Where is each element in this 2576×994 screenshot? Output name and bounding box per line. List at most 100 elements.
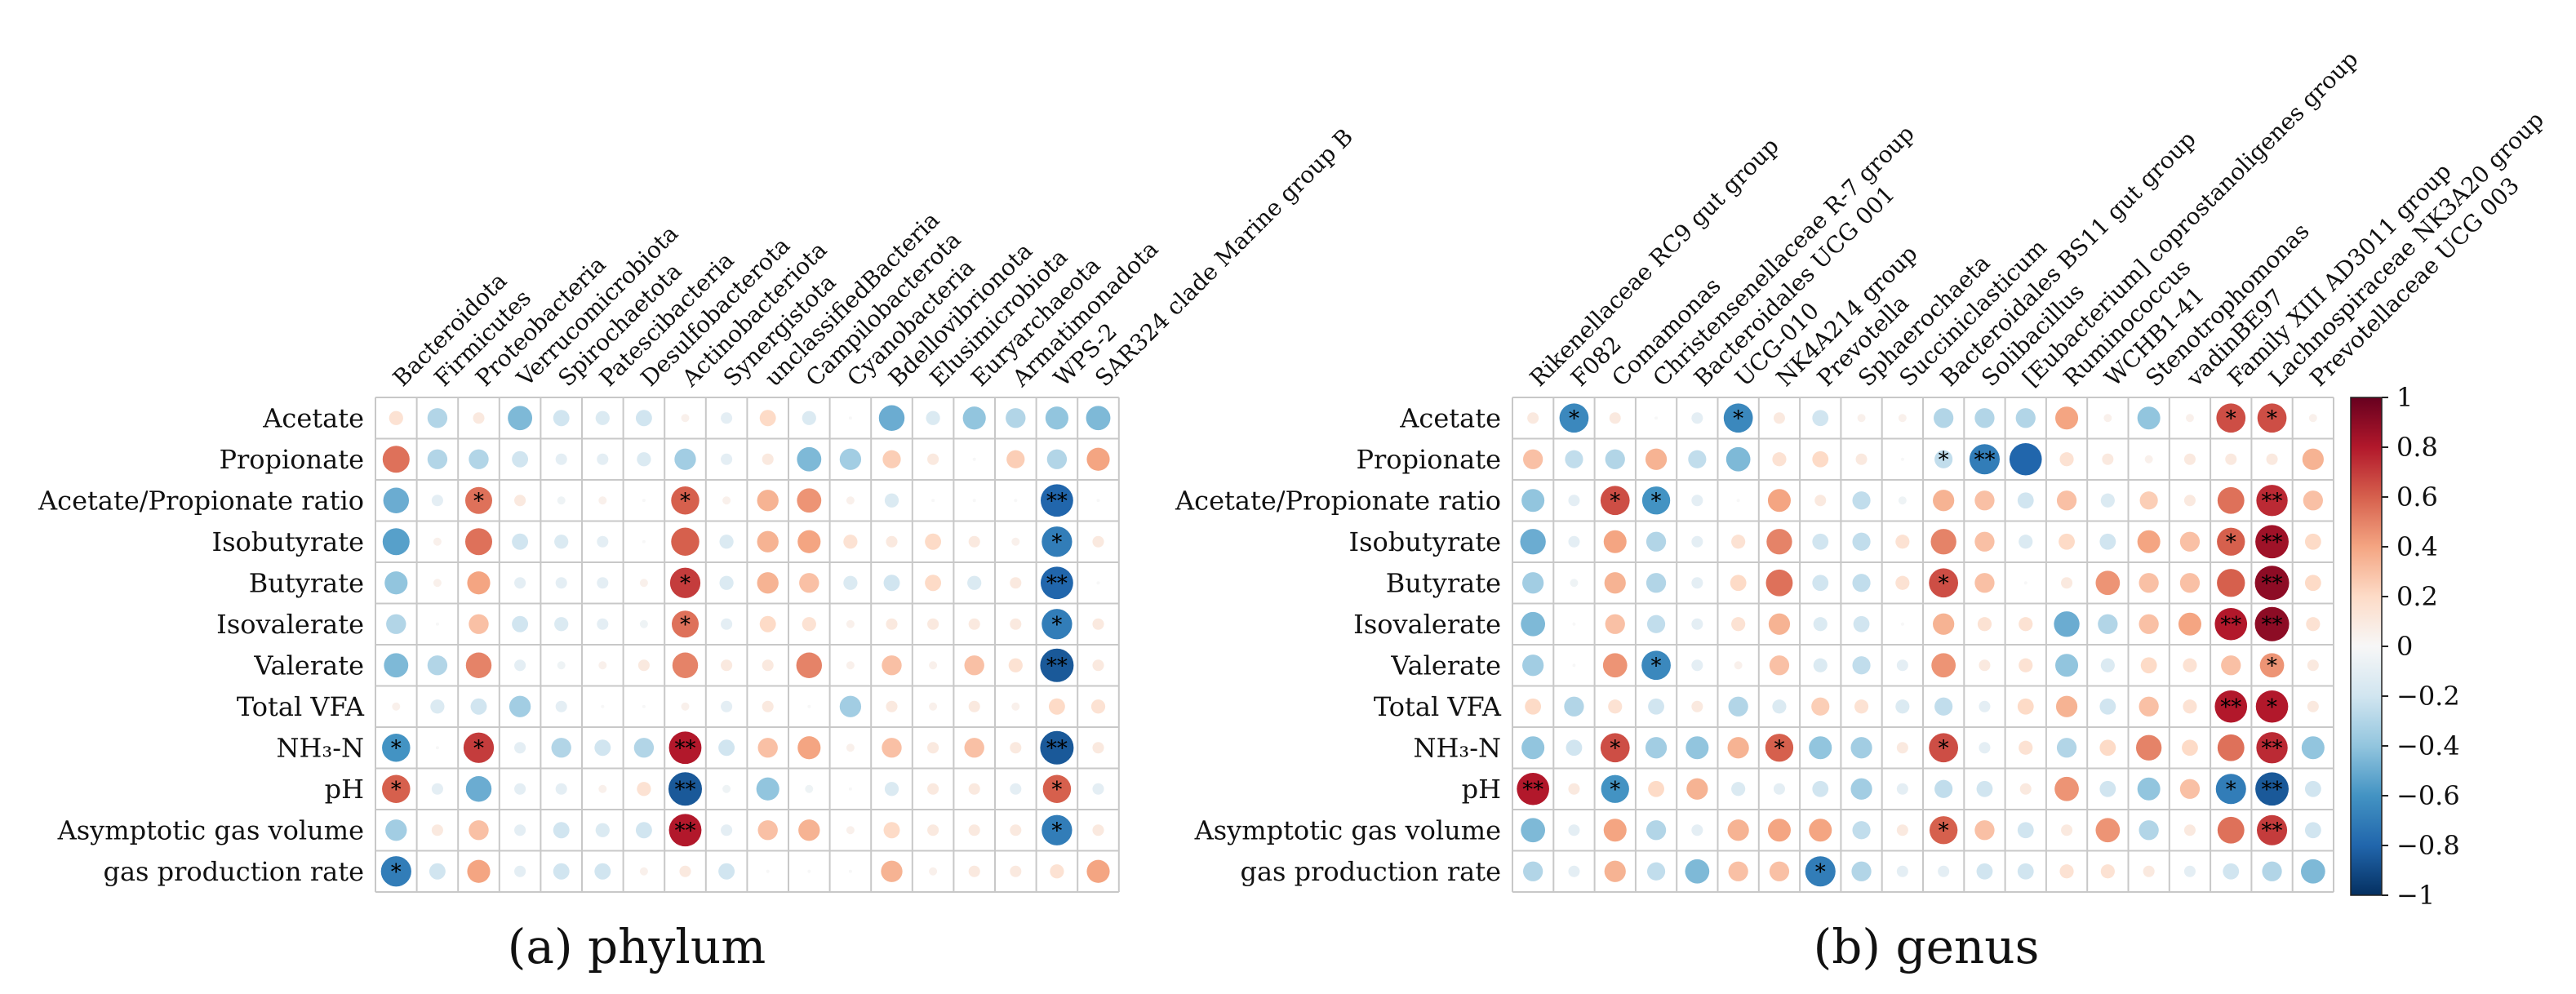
correlation-circle	[757, 738, 778, 758]
significance-mark: *	[1569, 406, 1579, 431]
correlation-circle	[427, 655, 448, 676]
correlation-circle	[1896, 824, 1908, 836]
correlation-circle	[1092, 535, 1104, 548]
row-label: gas production rate	[103, 856, 364, 887]
correlation-circle	[1855, 453, 1868, 465]
correlation-circle	[1852, 532, 1871, 551]
significance-mark: *	[1051, 819, 1062, 843]
correlation-circle	[2185, 414, 2194, 423]
correlation-circle	[2304, 575, 2321, 592]
correlation-circle	[2304, 822, 2321, 839]
correlation-circle	[1974, 820, 1995, 841]
significance-mark: **	[2262, 530, 2283, 555]
row-label: Butyrate	[249, 567, 364, 598]
correlation-circle	[926, 410, 940, 425]
significance-mark: *	[391, 860, 402, 885]
correlation-circle	[964, 655, 984, 676]
correlation-circle	[846, 619, 855, 628]
correlation-circle	[674, 448, 696, 470]
correlation-circle	[2214, 690, 2248, 723]
correlation-circle	[1727, 737, 1749, 759]
genus-grid	[1512, 397, 2334, 893]
row-label: pH	[325, 774, 364, 805]
correlation-circle	[1934, 450, 1953, 468]
correlation-circle	[1517, 772, 1549, 805]
correlation-circle	[1522, 572, 1544, 594]
significance-mark: **	[2262, 778, 2283, 802]
correlation-circle	[427, 408, 448, 428]
correlation-circle	[431, 824, 443, 836]
correlation-circle	[2137, 530, 2161, 553]
significance-mark: **	[1046, 654, 1068, 678]
correlation-circle	[514, 495, 526, 507]
correlation-circle	[1767, 489, 1791, 513]
correlation-circle	[1934, 779, 1953, 798]
correlation-circle	[721, 453, 733, 465]
correlation-circle	[639, 619, 648, 628]
correlation-circle	[2140, 657, 2157, 674]
correlation-circle	[2178, 612, 2201, 636]
row-label: Butyrate	[1386, 567, 1501, 598]
correlation-circle	[1646, 820, 1667, 841]
correlation-circle	[2300, 859, 2325, 884]
correlation-circle	[431, 783, 443, 795]
correlation-circle	[512, 615, 529, 632]
correlation-circle	[598, 661, 607, 670]
correlation-circle	[1769, 861, 1790, 881]
correlation-circle	[430, 699, 445, 714]
correlation-circle	[601, 704, 605, 708]
correlation-circle	[1559, 403, 1589, 433]
correlation-circle	[846, 743, 855, 752]
correlation-circle	[1646, 862, 1666, 881]
panel-caption: (b) genus	[1814, 919, 2040, 974]
correlation-circle	[1011, 702, 1020, 711]
correlation-circle	[2307, 700, 2319, 712]
correlation-circle	[514, 783, 526, 795]
correlation-circle	[1895, 535, 1910, 549]
correlation-circle	[1765, 734, 1794, 762]
correlation-circle	[798, 819, 820, 841]
correlation-circle	[463, 732, 495, 763]
correlation-circle	[1933, 613, 1955, 635]
correlation-circle	[2061, 577, 2073, 589]
correlation-circle	[2254, 606, 2290, 641]
correlation-circle	[671, 610, 700, 638]
correlation-circle	[1092, 742, 1104, 754]
significance-mark: *	[1610, 778, 1620, 802]
correlation-circle	[2023, 581, 2027, 585]
correlation-circle	[2221, 655, 2241, 676]
correlation-circle	[807, 869, 811, 873]
correlation-circle	[1809, 736, 1832, 760]
correlation-circle	[2099, 780, 2116, 797]
correlation-circle	[2183, 865, 2196, 877]
correlation-circle	[968, 865, 980, 877]
correlation-circle	[1608, 699, 1623, 714]
correlation-circle	[1979, 659, 1991, 672]
correlation-circle	[1565, 450, 1583, 468]
significance-mark: *	[1051, 530, 1062, 555]
correlation-circle	[514, 742, 526, 754]
correlation-circle	[1042, 814, 1073, 845]
correlation-circle	[1521, 818, 1546, 843]
correlation-circle	[1014, 499, 1018, 503]
correlation-circle	[1568, 865, 1580, 877]
significance-mark: **	[2262, 736, 2283, 761]
significance-mark: *	[2226, 778, 2236, 802]
correlation-circle	[514, 659, 526, 672]
correlation-circle	[1850, 737, 1872, 759]
correlation-circle	[2009, 442, 2042, 476]
correlation-circle	[1011, 537, 1020, 546]
correlation-circle	[802, 410, 816, 425]
correlation-circle	[637, 782, 651, 797]
correlation-circle	[2183, 495, 2196, 507]
correlation-circle	[1010, 577, 1022, 589]
correlation-circle	[843, 535, 858, 549]
significance-mark: **	[2262, 489, 2283, 513]
row-label: Acetate/Propionate ratio	[1175, 485, 1501, 516]
correlation-circle	[2139, 696, 2159, 717]
significance-mark: *	[2267, 406, 2277, 431]
significance-mark: *	[1774, 736, 1784, 761]
significance-mark: *	[473, 489, 484, 513]
correlation-circle	[1773, 412, 1785, 424]
correlation-circle	[1010, 783, 1022, 795]
